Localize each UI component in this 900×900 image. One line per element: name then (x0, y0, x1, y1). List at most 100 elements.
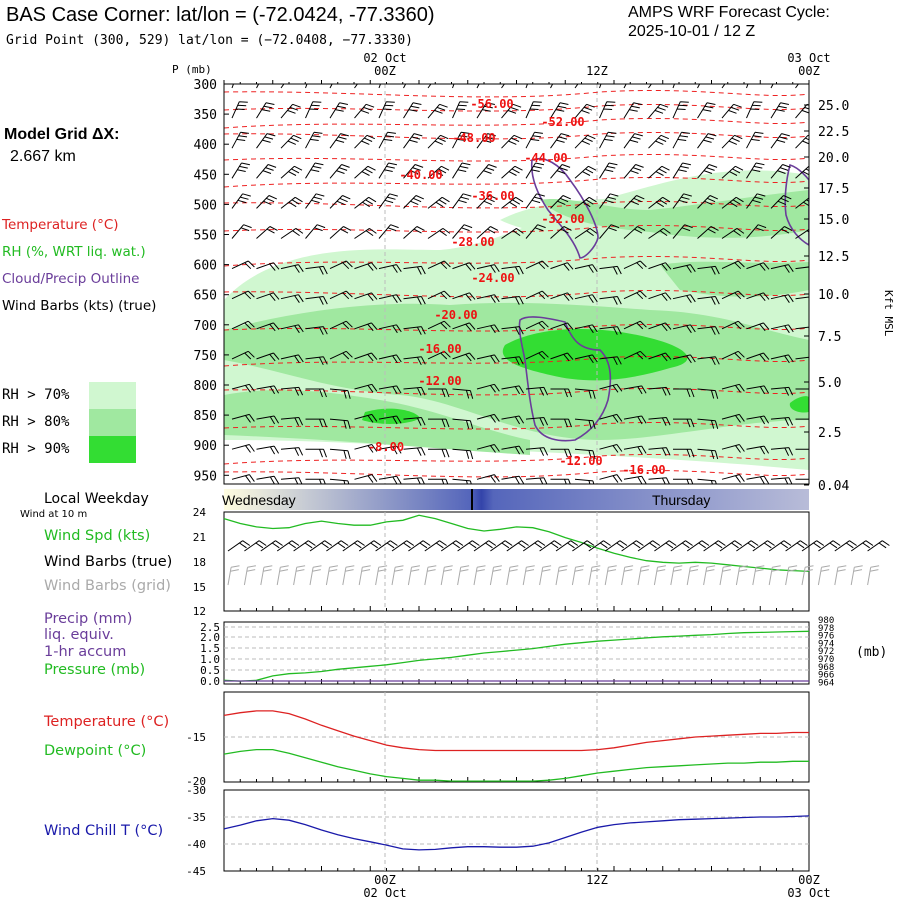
wind-barb (770, 447, 794, 456)
wind-barb (354, 196, 377, 209)
wind-barb (673, 418, 695, 428)
temperature-contour-line (224, 323, 809, 332)
wind-barb (231, 260, 255, 270)
height-tick-label: 22.5 (818, 125, 849, 140)
cycle-value: 2025-10-01 / 12 Z (628, 23, 756, 40)
wind-barb (231, 131, 249, 149)
temperature-tick-label: -20 (186, 775, 206, 788)
wind-barb (501, 356, 524, 366)
wind-barb (403, 102, 422, 119)
wind-barb (770, 264, 794, 273)
weekday-bar (224, 489, 809, 510)
wind-barb (305, 224, 326, 239)
wind-barb (476, 474, 500, 483)
pressure-tick-label: 600 (194, 259, 217, 274)
wind-barb (697, 448, 719, 460)
legend-rh80-swatch (89, 409, 136, 436)
wind-barb (403, 477, 425, 484)
wind-chill-tick-label: -35 (186, 811, 206, 824)
cross-section-gridlines (384, 84, 598, 484)
wind-barb (770, 354, 794, 364)
wind-barb (697, 356, 720, 366)
wind-barb (721, 165, 744, 179)
wind-barb (506, 565, 519, 586)
pressure-tick-label: 850 (194, 409, 217, 424)
wind-barb (746, 84, 749, 89)
wind-barb (697, 265, 720, 275)
wind-barb (231, 101, 248, 119)
wind-barb (378, 475, 402, 484)
temperature-contour-label: -32.00 (541, 212, 584, 226)
wind-barb (342, 565, 355, 586)
wind-barb (623, 385, 647, 395)
wind-barb (697, 296, 720, 305)
label-wind-barbs-grid: Wind Barbs (grid) (44, 578, 171, 594)
wind-barb (342, 540, 365, 552)
wind-barb (440, 565, 453, 586)
temperature-contour-line (224, 117, 809, 129)
wind-barb (550, 102, 569, 119)
bottom-time-label: 00Z (374, 873, 396, 887)
wind-barb (623, 195, 645, 209)
wind-barb (452, 131, 470, 149)
wind-barb (623, 226, 646, 239)
wind-barb (452, 84, 455, 89)
wind-barb (721, 134, 743, 149)
wind-barb (256, 292, 280, 302)
wind-barb (736, 540, 759, 552)
pressure-tick-label: 964 (818, 678, 834, 688)
wind-barb (670, 565, 683, 586)
label-temperature: Temperature (°C) (44, 714, 170, 730)
wind-barb (476, 413, 500, 423)
wind-barb (305, 193, 325, 209)
wind-barb (280, 477, 303, 484)
temperature-contour-label: -24.00 (471, 271, 514, 285)
height-tick-label: 20.0 (818, 151, 849, 166)
wind-barb (673, 478, 694, 484)
wind-barb (428, 478, 449, 484)
wind-barb (801, 565, 814, 586)
label-wind-barbs-true: Wind Barbs (true) (44, 554, 173, 570)
wind-barb (305, 478, 326, 484)
wind-barb (280, 354, 304, 364)
wind-barb (305, 448, 327, 458)
wind-barb (354, 103, 375, 119)
wind-barb (378, 385, 402, 395)
wind-barb (329, 195, 351, 209)
wind-barb (721, 227, 745, 239)
wind-barb (672, 324, 696, 334)
wind-barb (473, 540, 497, 552)
wind-barb (231, 162, 250, 179)
wind-barb (623, 260, 647, 270)
wind-barb (770, 226, 793, 239)
temperature-contour-line (224, 89, 809, 98)
pressure-tick-label: 500 (194, 198, 217, 213)
wind-barb (378, 131, 396, 149)
pressure-tick-label: 400 (194, 138, 217, 153)
wind-barb (403, 84, 407, 89)
wind-barb (256, 322, 280, 332)
wind-barb (721, 350, 745, 360)
wind-barb (623, 133, 643, 149)
label-dewpoint: Dewpoint (°C) (44, 743, 147, 759)
wind-barb (574, 134, 596, 149)
wind-barb (795, 103, 809, 119)
precip-tick-label: 1.0 (200, 653, 220, 666)
legend-cloud-outline: Cloud/Precip Outline (2, 271, 140, 287)
top-time-label: 12Z (586, 64, 608, 78)
wind-barb (648, 262, 672, 271)
wind-barb (525, 350, 549, 360)
wind-barb (770, 477, 793, 484)
wind-barb (648, 196, 671, 209)
precip-tick-label: 2.5 (200, 621, 220, 634)
wind-barb (378, 193, 398, 209)
wind-speed-tick-label: 15 (193, 581, 206, 594)
wind-barb (440, 540, 464, 552)
precip-tick-label: 2.0 (200, 631, 220, 644)
wind-barb (653, 565, 666, 586)
wind-barb (427, 350, 451, 360)
legend-rh90-swatch (89, 436, 136, 463)
wind-barb (525, 224, 546, 239)
temperature-contour-label: -48.00 (452, 131, 495, 145)
